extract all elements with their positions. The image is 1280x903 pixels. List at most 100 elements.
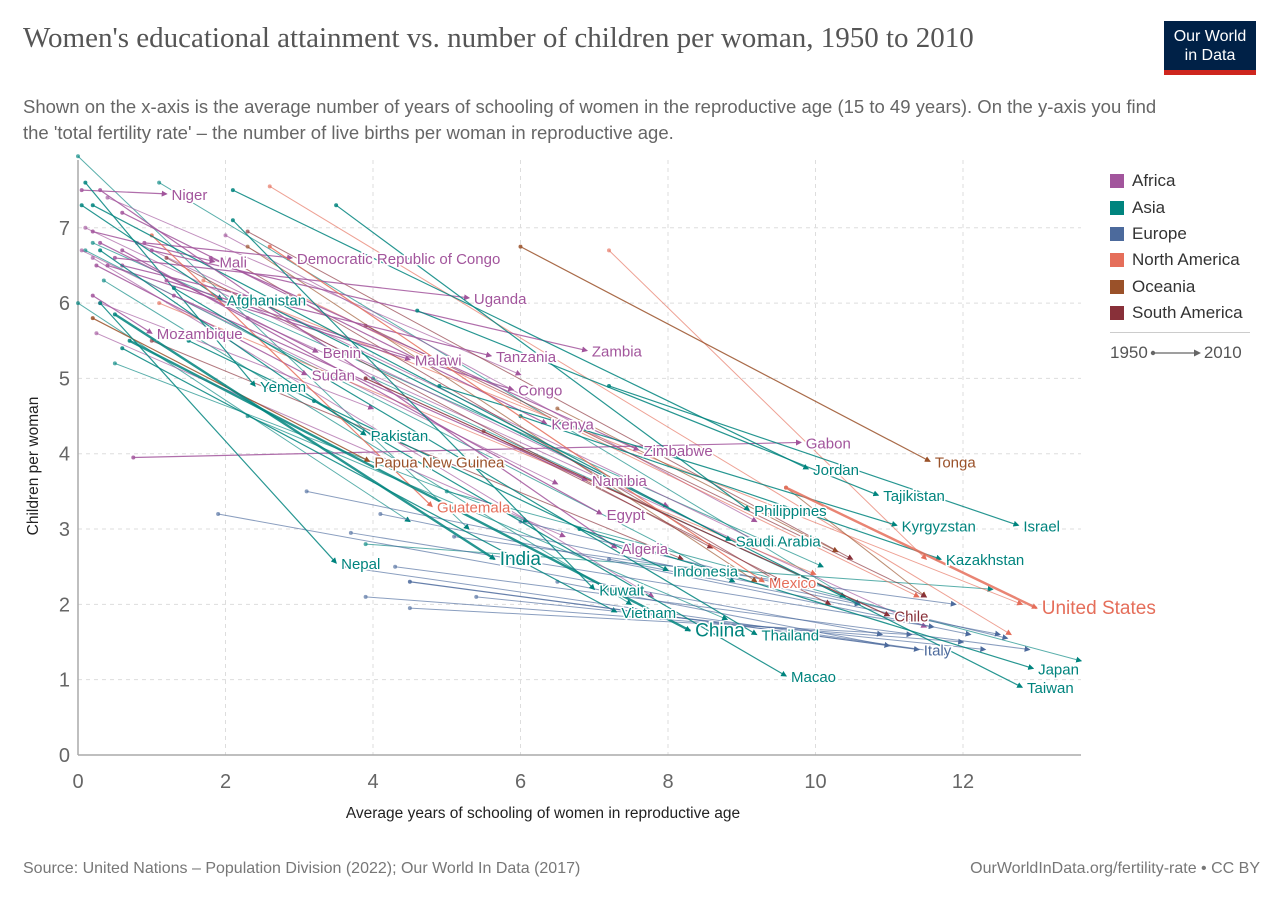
start-point — [378, 511, 383, 516]
trajectory-line — [232, 219, 596, 591]
trajectory-niger — [79, 188, 168, 197]
country-label: India — [500, 549, 542, 570]
trajectory-mali — [90, 229, 216, 264]
start-point — [90, 255, 95, 260]
background-trajectory — [304, 489, 861, 607]
start-point — [76, 154, 80, 159]
trajectory-egypt — [120, 248, 603, 515]
country-label: Gabon — [806, 435, 851, 452]
background-trajectory — [348, 530, 935, 630]
trajectory-line — [343, 566, 950, 656]
country-label: Japan — [1038, 661, 1079, 678]
trajectory-line — [247, 415, 729, 621]
background-trajectory — [474, 594, 987, 653]
start-point — [238, 263, 243, 268]
start-point — [304, 489, 309, 494]
trajectory-line — [785, 487, 928, 598]
background-trajectory — [407, 606, 913, 638]
trajectory-india — [112, 312, 496, 561]
trajectory-line — [409, 581, 920, 652]
background-trajectory — [378, 511, 972, 637]
background-trajectory — [149, 338, 684, 561]
start-point — [83, 180, 88, 185]
trajectory-line — [107, 264, 412, 362]
country-label: Malawi — [415, 353, 462, 370]
trajectory-line — [99, 302, 375, 410]
start-point — [157, 180, 162, 185]
x-tick-label: 2 — [220, 771, 231, 793]
country-label: Mexico — [769, 575, 817, 592]
background-trajectory — [94, 331, 566, 538]
x-axis-title: Average years of schooling of women in r… — [346, 805, 740, 822]
country-label: Kuwait — [599, 582, 645, 599]
start-point — [164, 255, 169, 260]
country-label: Namibia — [592, 473, 648, 490]
legend-swatch — [1110, 306, 1124, 321]
country-label: Tajikistan — [883, 488, 945, 505]
legend-item-europe[interactable]: Europe — [1110, 221, 1270, 247]
trajectory-line — [173, 295, 588, 481]
background-trajectory — [452, 534, 957, 607]
trajectory-line — [173, 287, 758, 636]
background-trajectory — [101, 278, 633, 605]
start-point — [407, 579, 412, 584]
country-label: Indonesia — [673, 563, 739, 580]
start-point — [444, 489, 449, 494]
trajectory-line — [454, 536, 957, 607]
background-trajectory — [90, 240, 824, 568]
start-point — [101, 278, 106, 283]
legend-label: Europe — [1132, 223, 1187, 243]
start-point — [120, 210, 125, 215]
trajectory-line — [121, 212, 548, 425]
start-point — [607, 557, 611, 562]
start-point — [407, 606, 412, 611]
trajectory-line — [103, 280, 633, 605]
background-trajectory — [444, 489, 1083, 663]
start-point — [474, 594, 479, 599]
background-trajectory — [216, 511, 884, 637]
y-tick-label: 1 — [59, 670, 70, 692]
start-point — [105, 263, 110, 268]
trajectory-line — [247, 231, 854, 560]
license-link[interactable]: OurWorldInData.org/fertility-rate • CC B… — [970, 860, 1260, 877]
legend-item-north-america[interactable]: North America — [1110, 247, 1270, 273]
trajectory-line — [210, 257, 640, 451]
x-tick-label: 10 — [804, 771, 826, 793]
start-point — [784, 485, 788, 490]
trajectory-line — [96, 332, 566, 538]
trajectory-line — [107, 197, 522, 376]
legend-divider — [1110, 332, 1250, 334]
x-tick-label: 0 — [72, 771, 83, 793]
trajectory-line — [269, 246, 765, 583]
legend-label: North America — [1132, 250, 1240, 270]
trajectory-line — [121, 347, 618, 613]
trajectory-line — [247, 317, 928, 628]
country-label: Afghanistan — [227, 292, 306, 309]
start-point — [186, 338, 191, 343]
logo-line-2: in Data — [1184, 47, 1236, 64]
trajectory-line — [520, 415, 943, 561]
trajectory-line — [81, 189, 168, 197]
trajectory-line — [92, 242, 824, 568]
start-point — [201, 278, 206, 283]
country-label: Macao — [791, 669, 836, 686]
grid-lines — [78, 160, 1081, 755]
start-point — [518, 244, 523, 249]
trajectory-line — [99, 189, 618, 549]
legend-item-asia[interactable]: Asia — [1110, 194, 1270, 220]
legend-item-oceania[interactable]: Oceania — [1110, 274, 1270, 300]
start-point — [363, 594, 368, 599]
y-tick-label: 3 — [59, 519, 70, 541]
y-tick-label: 7 — [59, 218, 70, 240]
start-point — [341, 564, 346, 569]
legend-item-africa[interactable]: Africa — [1110, 168, 1270, 194]
country-label: Benin — [323, 345, 361, 362]
country-label: Guatemala — [437, 499, 511, 516]
owid-logo[interactable]: Our World in Data — [1164, 21, 1256, 75]
legend-item-south-america[interactable]: South America — [1110, 300, 1270, 326]
start-point — [127, 338, 132, 343]
chart-title: Women's educational attainment vs. numbe… — [23, 22, 974, 54]
background-trajectory — [363, 594, 965, 645]
start-point — [260, 301, 265, 306]
